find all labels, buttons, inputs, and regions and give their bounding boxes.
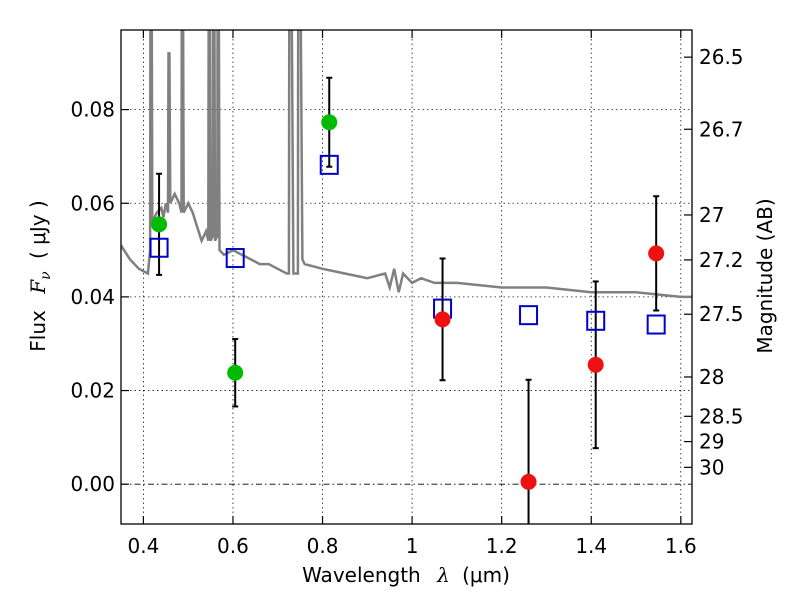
y2-tick-label: 27.2 bbox=[699, 248, 744, 272]
x-tick-label: 1.2 bbox=[486, 534, 518, 558]
model-photometry-square bbox=[586, 310, 606, 331]
green-detection-point bbox=[321, 114, 338, 131]
y-tick-label: 0.08 bbox=[70, 98, 115, 122]
y-tick-label: 0.04 bbox=[70, 285, 115, 309]
x-axis-label-text: Wavelength bbox=[302, 563, 421, 587]
y-tick-label: 0.06 bbox=[70, 191, 115, 215]
y2-tick-label: 27.5 bbox=[699, 302, 744, 326]
model-photometry-square bbox=[646, 314, 666, 335]
x-tick-label: 0.4 bbox=[127, 534, 159, 558]
x-axis-label-unit: (μm) bbox=[462, 563, 510, 587]
y2-tick-label: 30 bbox=[699, 455, 724, 479]
y2-tick-label: 26.5 bbox=[699, 45, 744, 69]
green-detection-point bbox=[227, 364, 244, 381]
plot-frame bbox=[120, 29, 693, 525]
x-tick-label: 1 bbox=[406, 534, 419, 558]
y2-tick-label: 26.7 bbox=[699, 117, 744, 141]
red-detection-point bbox=[520, 473, 537, 490]
y2-tick-label: 28.5 bbox=[699, 404, 744, 428]
x-tick-label: 0.6 bbox=[217, 534, 249, 558]
x-axis-label-symbol: λ bbox=[436, 563, 450, 587]
plot-area bbox=[121, 30, 692, 524]
y-tick-label: 0.00 bbox=[70, 472, 115, 496]
model-photometry-square bbox=[319, 154, 339, 175]
model-photometry-square bbox=[225, 248, 245, 269]
red-detection-point bbox=[587, 356, 604, 373]
x-axis-label: Wavelength λ (μm) bbox=[302, 563, 510, 587]
y-tick-label: 0.02 bbox=[70, 379, 115, 403]
y2-tick-label: 27 bbox=[699, 203, 724, 227]
model-photometry-square bbox=[519, 305, 539, 326]
errorbar-layer bbox=[156, 76, 660, 524]
x-tick-label: 1.4 bbox=[575, 534, 607, 558]
y2-tick-label: 29 bbox=[699, 430, 724, 454]
x-tick-label: 1.6 bbox=[665, 534, 697, 558]
y2-tick-label: 28 bbox=[699, 365, 724, 389]
y-axis-label-text: Flux bbox=[26, 310, 50, 352]
red-detection-point bbox=[648, 245, 665, 262]
y2-axis-label: Magnitude (AB) bbox=[753, 198, 777, 353]
tick-layer: 0.4 0.6 0.8 1 1.2 1.4 1.6 0.00 0.02 0.04 0.06 0.08 2… bbox=[70, 30, 744, 558]
y-axis-label-subscript: ν bbox=[38, 271, 54, 280]
y-axis-label-unit: ( μJy ) bbox=[26, 200, 50, 259]
y-axis-label: Flux Fν ( μJy ) bbox=[26, 200, 55, 351]
model-spectrum-line bbox=[121, 30, 692, 299]
red-detection-point bbox=[434, 311, 451, 328]
marker-layer bbox=[149, 114, 666, 490]
green-detection-point bbox=[151, 216, 168, 233]
model-photometry-square bbox=[149, 237, 169, 258]
x-tick-label: 0.8 bbox=[307, 534, 339, 558]
y-axis-label-symbol: F bbox=[26, 279, 50, 295]
